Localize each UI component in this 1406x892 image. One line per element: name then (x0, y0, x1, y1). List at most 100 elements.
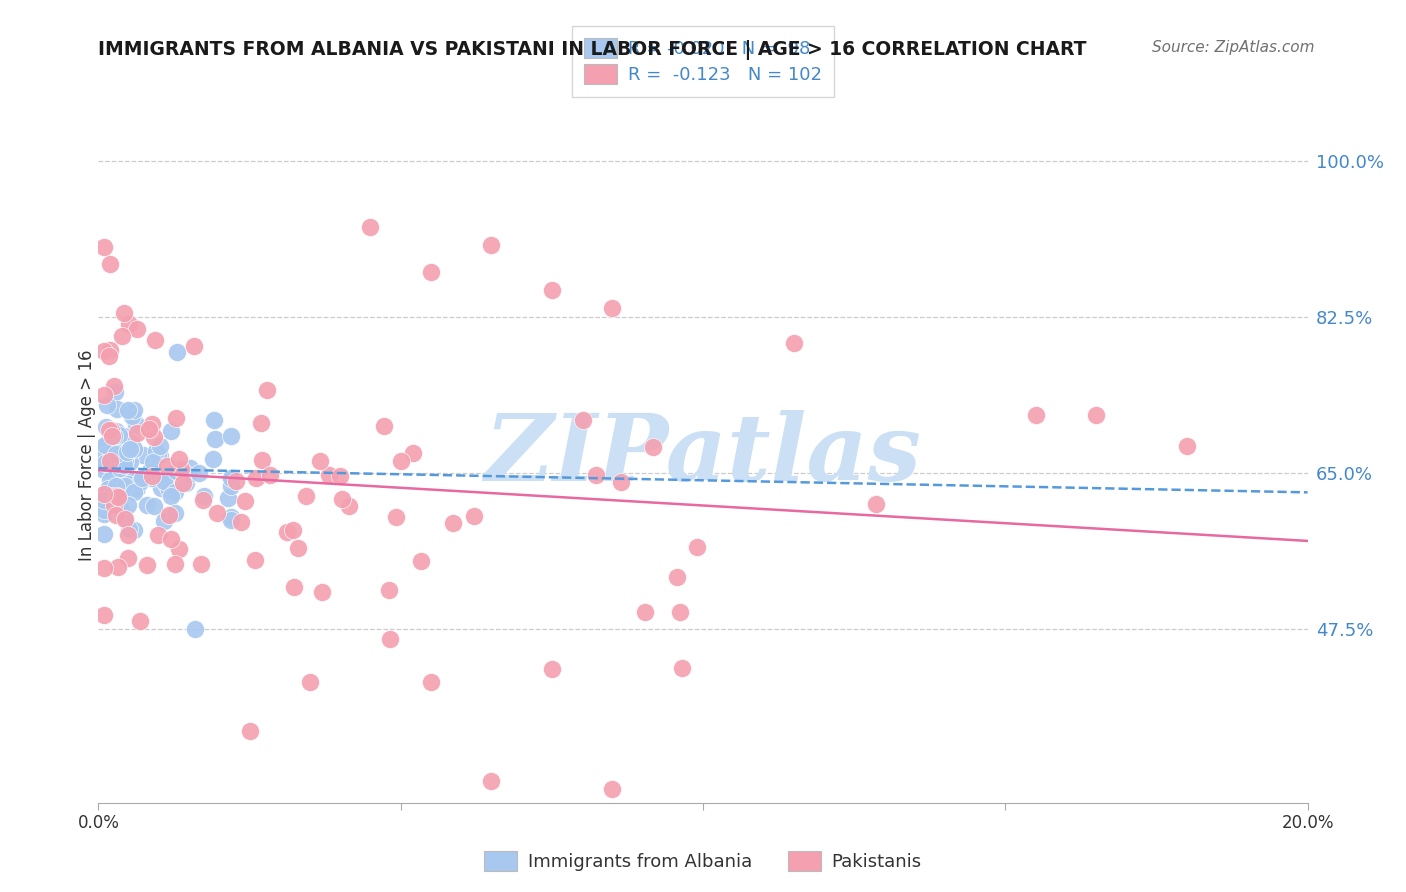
Point (103, 379, 125, 393)
Point (243, 553, 266, 567)
Point (120, 435, 142, 450)
Point (93, 388, 115, 402)
Point (93, 463, 115, 477)
Point (111, 328, 134, 343)
Point (141, 469, 163, 483)
Point (124, 485, 146, 500)
Point (160, 532, 183, 546)
Point (389, 454, 412, 468)
Point (169, 451, 191, 466)
Point (281, 524, 304, 538)
Point (643, 441, 665, 455)
Point (156, 458, 179, 473)
Point (112, 458, 135, 473)
Legend: R = -0.020   N =  98, R =  -0.123   N = 102: R = -0.020 N = 98, R = -0.123 N = 102 (572, 26, 834, 97)
Point (141, 471, 163, 485)
Point (125, 417, 148, 432)
Point (420, 265, 443, 279)
Point (169, 462, 191, 476)
Point (311, 585, 333, 599)
Point (98, 454, 121, 468)
Point (101, 429, 124, 443)
Point (233, 494, 256, 508)
Point (602, 782, 624, 797)
Point (259, 467, 281, 482)
Point (121, 438, 143, 452)
Point (100, 489, 122, 503)
Point (107, 490, 129, 504)
Point (93, 240, 115, 254)
Point (96, 398, 118, 412)
Point (207, 506, 229, 520)
Point (571, 412, 593, 426)
Point (299, 675, 322, 690)
Point (105, 508, 128, 522)
Point (103, 442, 125, 457)
Point (117, 444, 139, 458)
Point (308, 454, 330, 468)
Point (157, 508, 180, 522)
Point (1024, 408, 1046, 422)
Point (166, 464, 188, 478)
Point (221, 429, 243, 443)
Point (93, 507, 115, 521)
Point (165, 410, 187, 425)
Point (108, 457, 131, 471)
Point (163, 558, 186, 572)
Point (103, 498, 125, 512)
Point (105, 479, 128, 493)
Point (117, 477, 139, 491)
Legend: Immigrants from Albania, Pakistanis: Immigrants from Albania, Pakistanis (477, 844, 929, 879)
Point (117, 440, 139, 454)
Point (103, 428, 125, 442)
Point (93, 561, 115, 575)
Point (378, 632, 401, 646)
Point (142, 461, 165, 475)
Point (115, 445, 138, 459)
Point (103, 490, 125, 504)
Point (686, 541, 709, 555)
Point (110, 460, 132, 475)
Point (117, 528, 139, 542)
Point (142, 429, 165, 443)
Point (155, 476, 177, 491)
Point (94, 438, 117, 452)
Point (122, 524, 145, 538)
Point (98, 349, 121, 363)
Point (420, 675, 443, 690)
Point (634, 605, 657, 619)
Point (143, 500, 166, 514)
Point (94, 456, 117, 470)
Point (602, 301, 624, 315)
Point (105, 492, 128, 507)
Point (107, 559, 129, 574)
Point (865, 497, 887, 511)
Point (110, 484, 132, 499)
Point (118, 451, 141, 466)
Point (93, 449, 115, 463)
Point (184, 622, 207, 636)
Point (138, 422, 160, 436)
Text: ZIPatlas: ZIPatlas (485, 410, 921, 500)
Y-axis label: In Labor Force | Age > 16: In Labor Force | Age > 16 (79, 349, 96, 561)
Point (98, 343, 121, 357)
Point (135, 558, 157, 573)
Point (128, 614, 150, 628)
Point (157, 483, 180, 498)
Point (330, 491, 353, 506)
Point (98, 425, 121, 440)
Point (204, 432, 226, 446)
Point (139, 464, 162, 478)
Point (250, 417, 273, 431)
Point (165, 484, 187, 499)
Point (149, 481, 172, 495)
Point (120, 442, 142, 456)
Point (191, 492, 214, 507)
Point (148, 439, 170, 453)
Point (360, 220, 382, 235)
Point (105, 402, 128, 417)
Text: 0.0%: 0.0% (77, 814, 120, 831)
Point (245, 471, 267, 485)
Point (250, 453, 273, 467)
Point (402, 446, 425, 460)
